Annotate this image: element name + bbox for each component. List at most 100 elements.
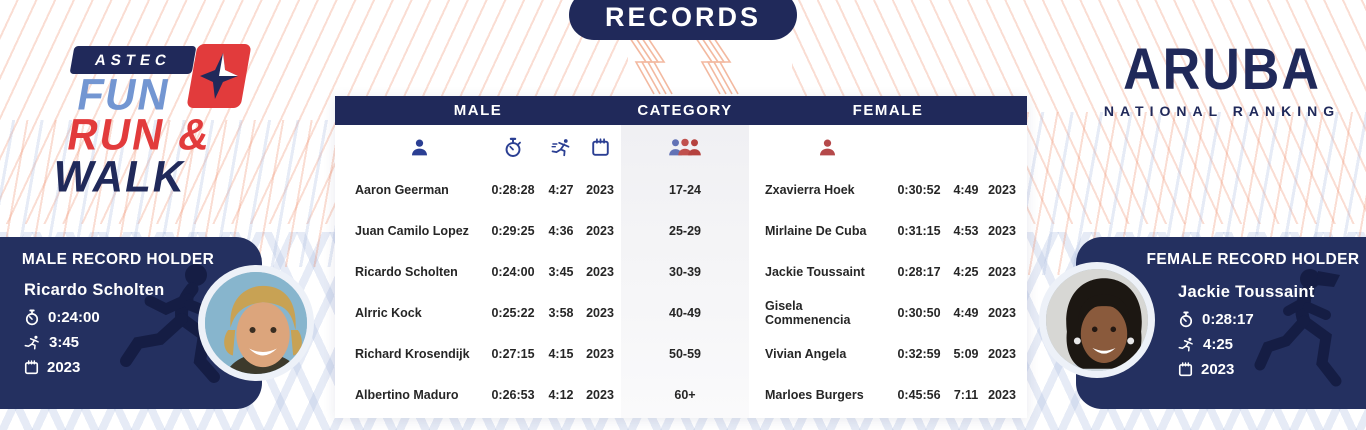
male-name: Albertino Maduro [355, 387, 459, 402]
female-year: 2023 [988, 182, 1016, 197]
female-year: 2023 [988, 346, 1016, 361]
male-name: Richard Krosendijk [355, 346, 470, 361]
logo-word-walk: WALK [49, 151, 191, 202]
runner-icon [543, 138, 579, 157]
female-year: 2023 [988, 305, 1016, 320]
age-category: 50-59 [669, 346, 701, 361]
female-pace: 7:11 [953, 387, 979, 402]
event-logo: ASTEC FUN RUN & WALK [42, 42, 262, 212]
female-time: 0:45:56 [897, 387, 941, 402]
female-pace: 4:49 [953, 182, 979, 197]
male-name: Juan Camilo Lopez [355, 223, 469, 238]
logo-star-badge [186, 44, 252, 108]
calendar-icon [1178, 362, 1193, 377]
male-year: 2023 [586, 182, 614, 197]
category-column-header: CATEGORY [637, 102, 733, 119]
female-record-pace: 4:25 [1203, 336, 1234, 353]
ranking-country: ARUBA [1123, 37, 1321, 103]
table-row: Juan Camilo Lopez 0:29:25 4:36 2023 25-2… [335, 210, 1027, 251]
female-name: Marloes Burgers [765, 387, 864, 402]
female-time: 0:30:50 [897, 305, 941, 320]
runner-icon [24, 335, 41, 350]
male-year: 2023 [586, 223, 614, 238]
male-record-name: Ricardo Scholten [24, 281, 165, 299]
stopwatch-icon [483, 137, 543, 158]
female-time: 0:32:59 [897, 346, 941, 361]
male-pace: 4:27 [548, 182, 574, 197]
lightning-bolts-decoration [629, 38, 739, 95]
female-runner-silhouette [1254, 269, 1342, 387]
calendar-icon [579, 137, 621, 157]
male-time: 0:26:53 [491, 387, 535, 402]
table-row: Ricardo Scholten 0:24:00 3:45 2023 30-39… [335, 251, 1027, 292]
male-record-time: 0:24:00 [48, 309, 100, 326]
female-record-name: Jackie Toussaint [1178, 283, 1315, 301]
female-record-time: 0:28:17 [1202, 311, 1254, 328]
male-pace: 3:58 [548, 305, 574, 320]
female-time: 0:31:15 [897, 223, 941, 238]
ranking-subtitle: NATIONAL RANKING [1103, 103, 1341, 120]
female-pace: 4:53 [953, 223, 979, 238]
male-name: Ricardo Scholten [355, 264, 458, 279]
male-runner-silhouette [120, 264, 230, 383]
calendar-icon [24, 360, 39, 375]
astec-brand-text: ASTEC [93, 51, 173, 69]
male-time: 0:25:22 [491, 305, 535, 320]
male-column-header: MALE [453, 102, 503, 119]
age-category: 40-49 [669, 305, 701, 320]
table-row: Alrric Kock 0:25:22 3:58 2023 40-49 Gise… [335, 292, 1027, 333]
male-card-title: MALE RECORD HOLDER [21, 251, 215, 268]
female-year: 2023 [988, 223, 1016, 238]
male-time: 0:24:00 [491, 264, 535, 279]
people-group-icon [621, 138, 749, 157]
male-time: 0:27:15 [491, 346, 535, 361]
female-card-title: FEMALE RECORD HOLDER [1146, 251, 1360, 268]
female-card-stats: Jackie Toussaint 0:28:17 4:25 2023 [1178, 283, 1315, 386]
female-pace: 4:49 [953, 305, 979, 320]
female-record-holder-card: FEMALE RECORD HOLDER Jackie Toussaint 0:… [1076, 237, 1366, 409]
logo-word-run: RUN & [63, 109, 216, 160]
records-table: MALE CATEGORY FEMALE [335, 96, 1027, 418]
male-record-pace: 3:45 [49, 334, 80, 351]
male-pace: 4:36 [548, 223, 574, 238]
female-name: Mirlaine De Cuba [765, 223, 867, 238]
female-pace: 4:25 [953, 264, 979, 279]
male-card-stats: Ricardo Scholten 0:24:00 3:45 2023 [24, 281, 165, 384]
stopwatch-icon [24, 309, 40, 326]
male-year: 2023 [586, 305, 614, 320]
category-column-band [621, 125, 749, 418]
male-pace: 3:45 [548, 264, 574, 279]
female-year: 2023 [988, 264, 1016, 279]
table-icon-row [335, 125, 1027, 169]
female-year: 2023 [988, 387, 1016, 402]
male-name: Aaron Geerman [355, 182, 449, 197]
table-row: Aaron Geerman 0:28:28 4:27 2023 17-24 Zx… [335, 169, 1027, 210]
stopwatch-icon [1178, 311, 1194, 328]
male-year: 2023 [586, 264, 614, 279]
table-row: Richard Krosendijk 0:27:15 4:15 2023 50-… [335, 333, 1027, 374]
table-header: MALE CATEGORY FEMALE [335, 96, 1027, 125]
records-banner-title: RECORDS [604, 2, 761, 32]
female-name: Vivian Angela [765, 346, 847, 361]
female-name: Zxavierra Hoek [765, 182, 855, 197]
male-time: 0:29:25 [491, 223, 535, 238]
national-ranking-header: ARUBA NATIONAL RANKING [1086, 37, 1358, 120]
female-time: 0:28:17 [897, 264, 941, 279]
age-category: 30-39 [669, 264, 701, 279]
male-year: 2023 [586, 346, 614, 361]
male-time: 0:28:28 [491, 182, 535, 197]
male-record-holder-photo [198, 265, 314, 381]
female-name: Jackie Toussaint [765, 264, 865, 279]
male-pace: 4:12 [548, 387, 574, 402]
runner-icon [1178, 337, 1195, 352]
person-icon [355, 138, 483, 157]
female-name: Gisela Commenencia [765, 298, 851, 327]
age-category: 17-24 [669, 182, 701, 197]
female-pace: 5:09 [953, 346, 979, 361]
male-year: 2023 [586, 387, 614, 402]
age-category: 25-29 [669, 223, 701, 238]
records-banner: RECORDS [569, 0, 797, 40]
female-record-holder-photo [1039, 262, 1155, 378]
table-row: Albertino Maduro 0:26:53 4:12 2023 60+ M… [335, 374, 1027, 415]
